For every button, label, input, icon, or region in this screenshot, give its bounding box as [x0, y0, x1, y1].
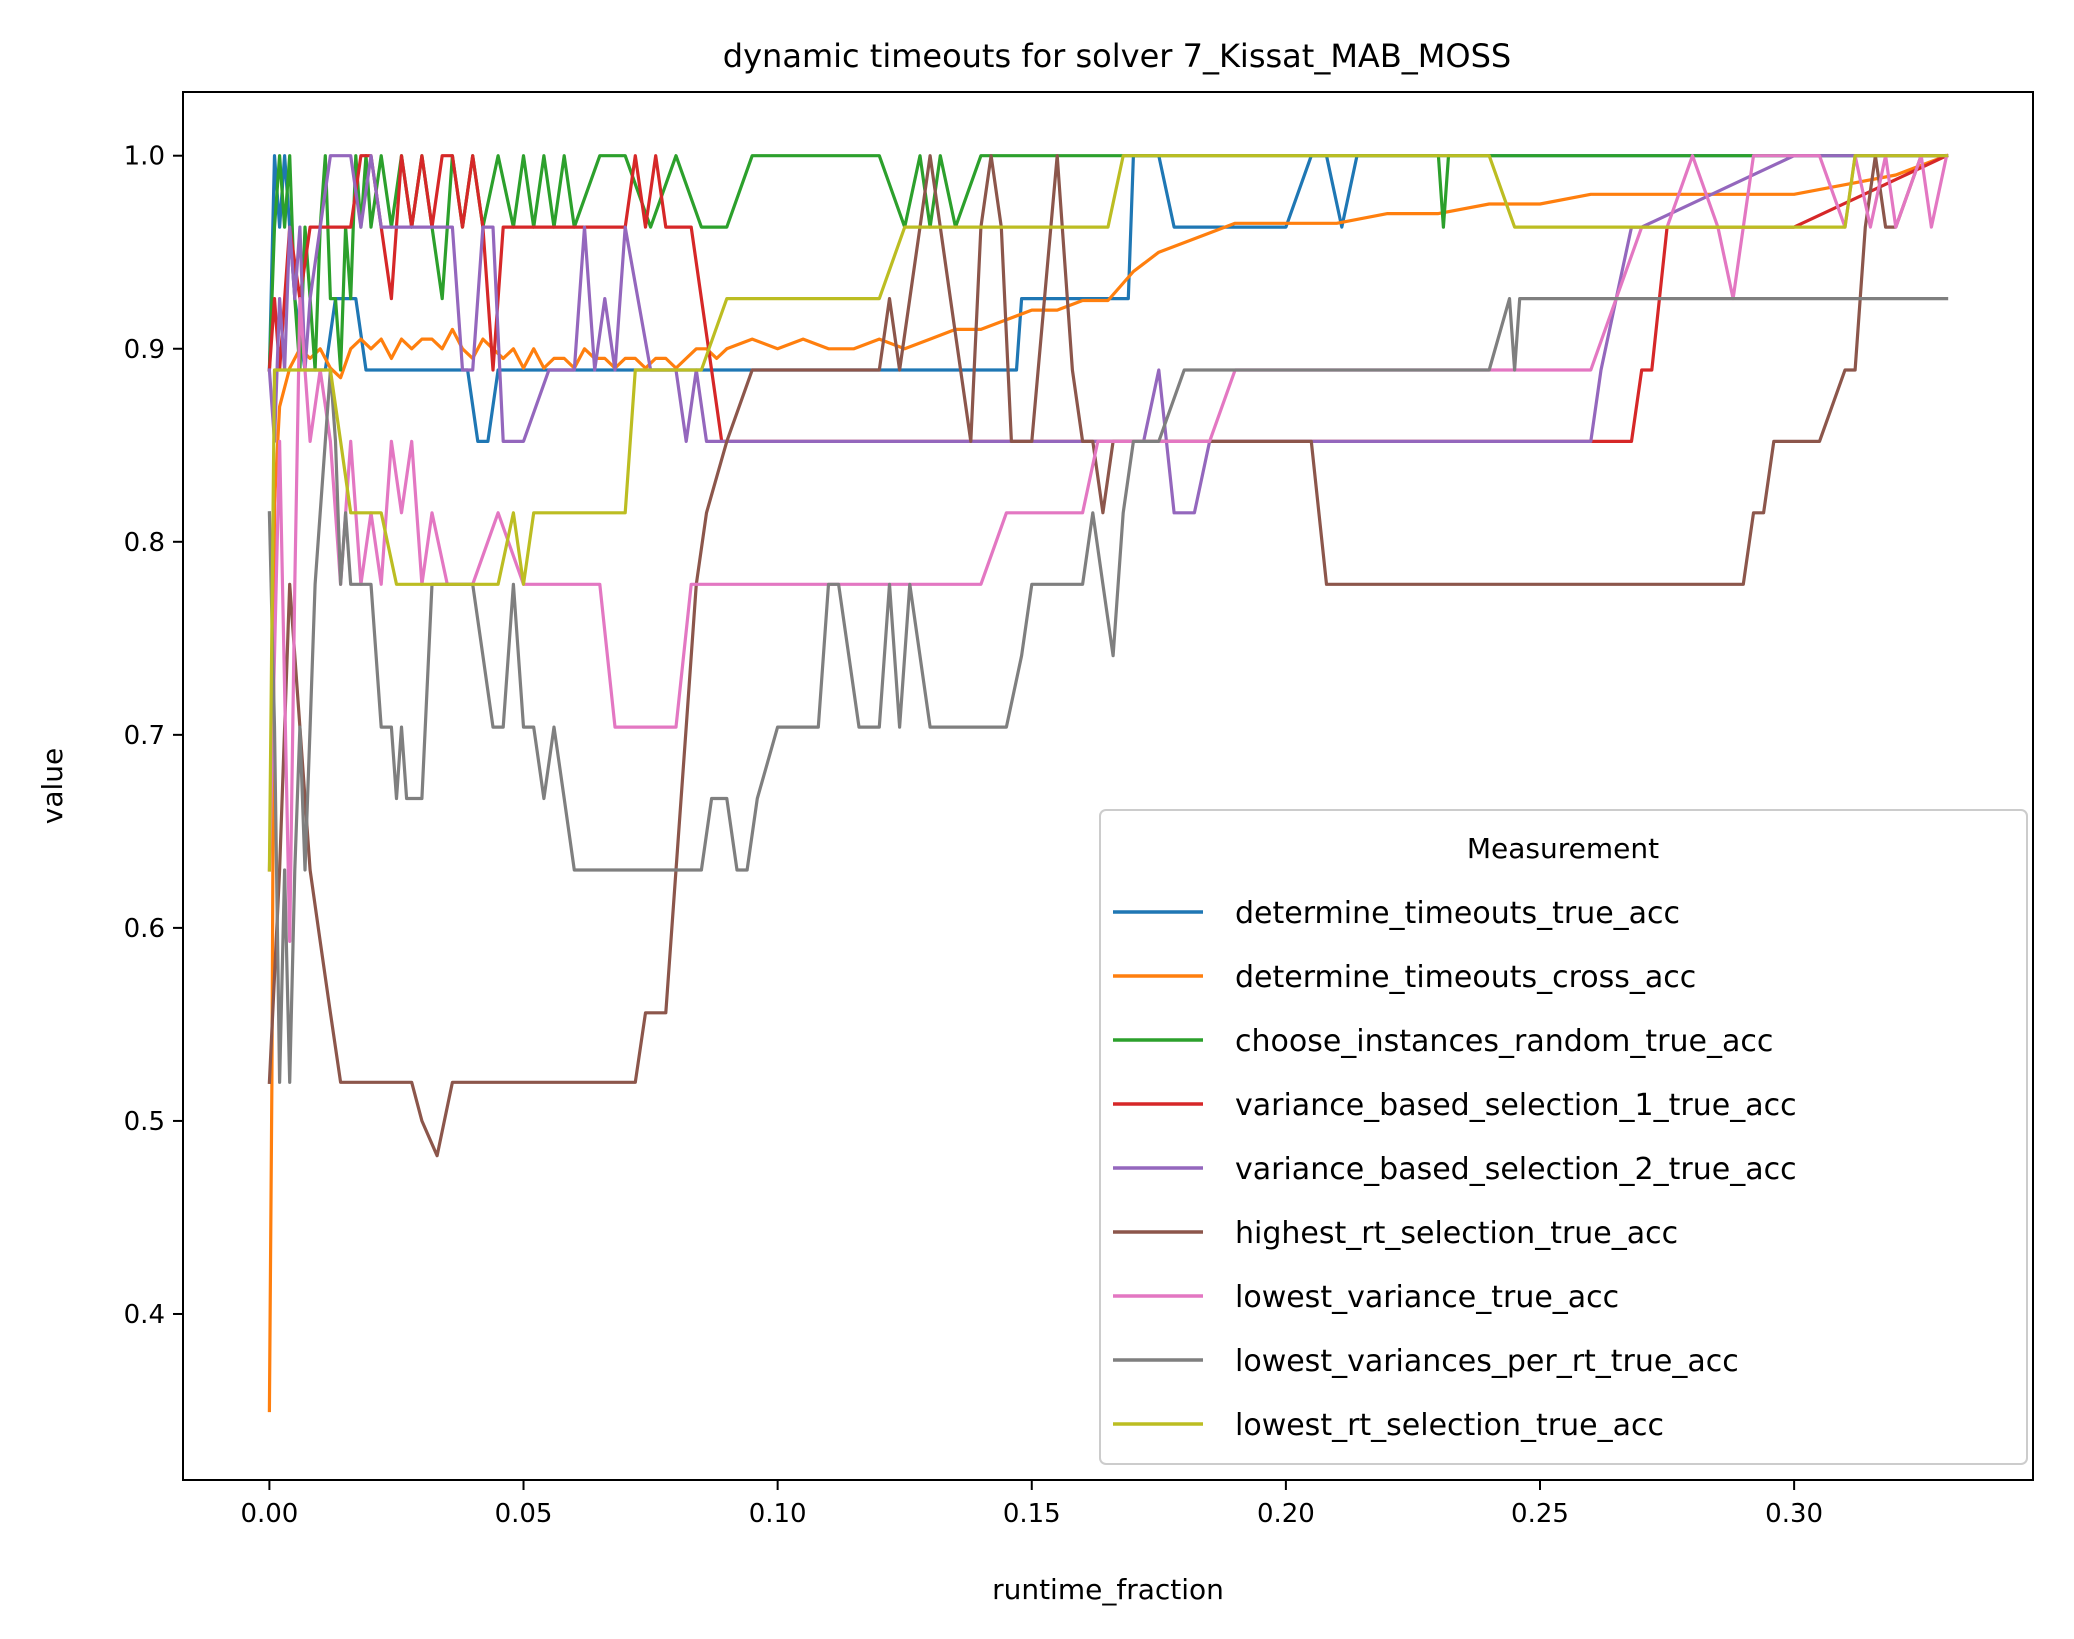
y-tick-label: 0.6	[124, 914, 165, 944]
series-line-determine_timeouts_cross_acc	[267, 153, 1949, 1413]
y-axis-label: value	[36, 748, 69, 824]
x-tick-label: 0.30	[1765, 1499, 1823, 1529]
legend-label: variance_based_selection_1_true_acc	[1235, 1088, 1797, 1123]
series-lines	[267, 153, 1949, 1413]
legend-label: lowest_rt_selection_true_acc	[1235, 1408, 1664, 1443]
legend-label: choose_instances_random_true_acc	[1235, 1024, 1773, 1059]
chart-title: dynamic timeouts for solver 7_Kissat_MAB…	[723, 37, 1511, 75]
series-line-variance_based_selection_2_true_acc	[267, 154, 1949, 515]
series-line-lowest_rt_selection_true_acc	[267, 154, 1949, 872]
legend-label: determine_timeouts_cross_acc	[1235, 960, 1696, 995]
x-axis: 0.00 0.05 0.10 0.15 0.20 0.25 0.30	[240, 1480, 1823, 1529]
legend-label: highest_rt_selection_true_acc	[1235, 1216, 1678, 1251]
x-tick-label: 0.05	[495, 1499, 553, 1529]
legend-label: variance_based_selection_2_true_acc	[1235, 1152, 1797, 1187]
x-tick-label: 0.15	[1003, 1499, 1061, 1529]
legend: Measurement determine_timeouts_true_accd…	[1099, 809, 2028, 1465]
y-tick-label: 0.5	[124, 1107, 165, 1137]
x-tick-label: 0.25	[1511, 1499, 1569, 1529]
plot-frame	[182, 91, 2034, 1481]
series-line-variance_based_selection_1_true_acc	[267, 153, 1949, 443]
legend-label: lowest_variance_true_acc	[1235, 1280, 1619, 1315]
legend-label: lowest_variances_per_rt_true_acc	[1235, 1344, 1739, 1379]
y-tick-label: 1.0	[124, 142, 165, 172]
series-line-highest_rt_selection_true_acc	[267, 154, 1949, 1158]
y-tick-label: 0.9	[124, 335, 165, 365]
y-axis: 0.4 0.5 0.6 0.7 0.8 0.9 1.0	[124, 142, 183, 1330]
x-axis-label: runtime_fraction	[992, 1573, 1224, 1606]
legend-box	[1099, 809, 2028, 1465]
x-tick-label: 0.00	[240, 1499, 298, 1529]
y-tick-label: 0.8	[124, 528, 165, 558]
legend-entries: determine_timeouts_true_acc determine_tim…	[1113, 896, 1797, 1443]
y-tick-label: 0.7	[124, 721, 165, 751]
series-line-lowest_variance_true_acc	[267, 153, 1949, 944]
x-tick-label: 0.20	[1257, 1499, 1315, 1529]
series-line-lowest_variances_per_rt_true_acc	[267, 297, 1949, 1084]
x-tick-label: 0.10	[749, 1499, 807, 1529]
legend-label: determine_timeouts_true_acc	[1235, 896, 1680, 931]
y-tick-label: 0.4	[124, 1300, 165, 1330]
legend-title: Measurement	[1467, 832, 1659, 865]
